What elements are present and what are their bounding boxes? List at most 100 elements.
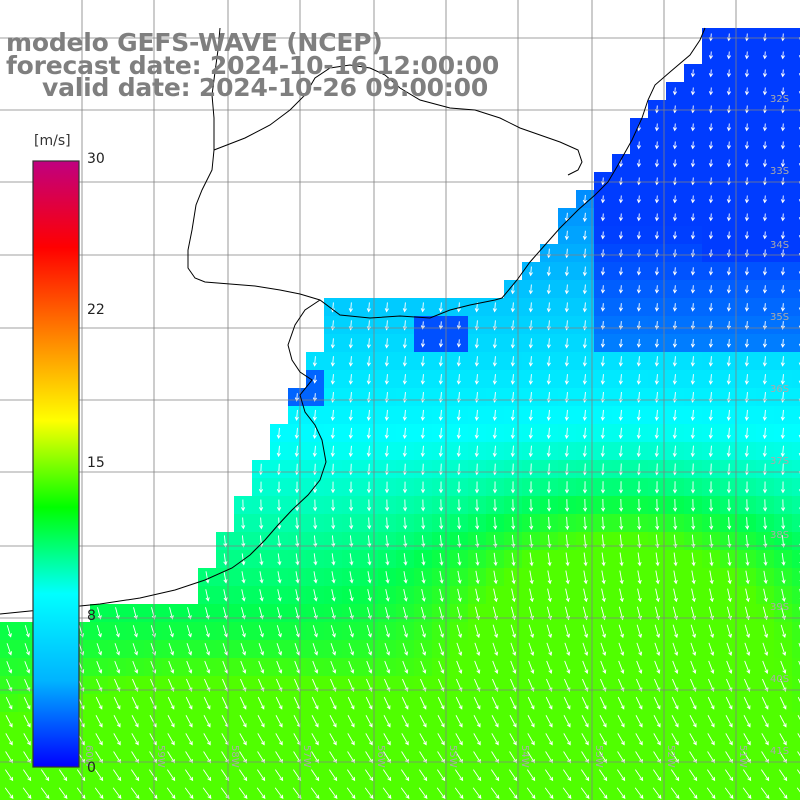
wind-arrow [708,51,714,60]
wind-arrow [601,552,606,567]
wind-arrow [583,588,588,603]
wind-arrow [328,787,338,800]
wind-arrow [384,481,390,494]
wind-arrow [493,499,498,512]
wind-arrow [690,445,695,458]
wind-arrow [257,696,265,710]
wind-arrow [726,141,732,150]
wind-arrow [726,285,731,294]
latitude-label: 38S [770,530,789,541]
wind-arrow [654,213,660,222]
wind-arrow [185,751,193,764]
wind-arrow [637,499,642,512]
wind-arrow [780,356,785,367]
wind-arrow [402,427,407,440]
longitude-label: 59W [155,745,166,768]
wind-arrow [511,499,516,512]
wind-arrow [456,339,461,348]
wind-arrow [509,733,517,746]
wind-cell [792,334,800,353]
wind-cell [270,784,289,800]
wind-arrow [582,481,588,494]
wind-arrow [726,642,733,657]
wind-arrow [184,787,194,800]
wind-arrow [331,517,336,530]
wind-arrow [528,481,534,494]
wind-arrow [780,374,785,385]
wind-arrow [617,696,625,710]
wind-arrow [366,427,371,440]
wind-arrow [366,660,373,674]
wind-cell [792,316,800,335]
wind-arrow [510,642,517,657]
wind-arrow [546,606,552,621]
wind-arrow [582,409,587,422]
wind-arrow [619,570,624,585]
wind-arrow [258,625,264,638]
wind-arrow [220,769,230,782]
wind-arrow [780,427,785,440]
wind-arrow [204,660,211,674]
wind-arrow [565,588,570,603]
wind-arrow [418,787,428,800]
wind-arrow [96,643,103,656]
wind-arrow [709,588,714,603]
wind-arrow [529,534,534,549]
wind-cell [792,496,800,515]
wind-arrow [724,769,734,782]
wind-cell [792,388,800,407]
wind-arrow [438,481,444,494]
wind-arrow [546,678,553,692]
wind-arrow [204,625,210,638]
wind-arrow [618,338,623,348]
wind-arrow [491,751,499,764]
wind-arrow [780,213,786,222]
wind-arrow [330,678,337,692]
wind-arrow [240,625,246,638]
wind-arrow [727,534,732,549]
wind-arrow [546,356,551,367]
wind-arrow [545,715,553,728]
wind-arrow [744,660,751,674]
wind-arrow [294,660,301,674]
wind-arrow [652,787,662,800]
wind-arrow [707,696,715,710]
wind-arrow [529,552,534,567]
wind-arrow [528,409,533,422]
wind-arrow [492,481,498,494]
wind-cell [792,172,800,191]
wind-cell [792,226,800,245]
wind-arrow [618,356,623,367]
wind-arrow [636,195,642,204]
wind-arrow [617,733,625,746]
wind-arrow [331,589,336,602]
wind-arrow [439,499,444,512]
wind-arrow [762,195,768,204]
wind-arrow [618,321,623,330]
wind-arrow [744,409,749,421]
wind-arrow [546,374,551,385]
wind-arrow [744,481,750,494]
wind-arrow [528,606,534,621]
wind-cell [18,784,37,800]
wind-arrow [780,660,787,674]
wind-arrow [5,751,13,764]
wind-arrow [618,445,623,458]
wind-arrow [583,516,588,531]
wind-arrow [239,715,247,728]
wind-arrow [438,606,444,620]
wind-arrow [384,660,391,674]
wind-arrow [508,787,518,800]
wind-arrow [673,499,678,512]
wind-arrow [402,481,408,494]
wind-cell [738,784,757,800]
wind-arrow [328,769,338,782]
colorbar-tick-label: 30 [87,151,105,167]
wind-arrow [743,715,751,728]
wind-arrow [780,51,786,60]
wind-arrow [619,499,624,512]
wind-arrow [672,338,677,348]
wind-arrow [294,481,300,494]
wind-arrow [798,660,800,666]
wind-arrow [565,552,570,567]
